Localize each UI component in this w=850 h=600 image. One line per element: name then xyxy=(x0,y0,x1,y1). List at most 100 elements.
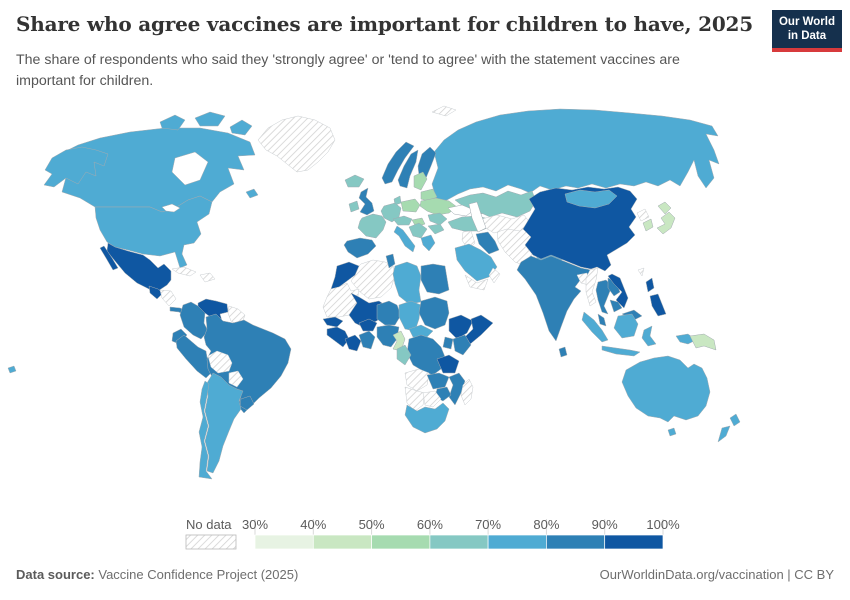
country-chile[interactable] xyxy=(198,380,213,480)
country-united-states-alaska[interactable] xyxy=(43,146,109,188)
country-mexico-baja[interactable] xyxy=(99,245,119,271)
country-central-europe[interactable] xyxy=(392,215,413,226)
country-somalia[interactable] xyxy=(464,314,494,346)
country-yemen[interactable] xyxy=(464,274,489,291)
country-australia[interactable] xyxy=(621,355,711,423)
country-philippines-luzon[interactable] xyxy=(645,277,655,293)
country-south-africa[interactable] xyxy=(404,402,450,434)
country-canada-arctic-island-3[interactable] xyxy=(229,119,253,136)
country-madagascar[interactable] xyxy=(460,378,474,406)
country-romania[interactable] xyxy=(427,212,448,226)
country-united-states-hawaii[interactable] xyxy=(7,365,17,374)
country-ukraine[interactable] xyxy=(419,197,458,216)
country-ghana[interactable] xyxy=(358,330,376,350)
country-taiwan[interactable] xyxy=(637,267,645,277)
country-china[interactable] xyxy=(522,186,638,272)
country-chad[interactable] xyxy=(398,300,422,332)
country-hispaniola[interactable] xyxy=(199,272,216,283)
country-libya[interactable] xyxy=(392,261,422,305)
country-ireland[interactable] xyxy=(348,200,360,213)
country-philippines-south[interactable] xyxy=(649,293,667,317)
country-japan-hokkaido[interactable] xyxy=(657,201,672,215)
country-indonesia-borneo[interactable] xyxy=(613,313,639,339)
owid-logo[interactable]: Our World in Data xyxy=(771,10,842,52)
country-svalbard[interactable] xyxy=(431,105,457,117)
country-sri-lanka[interactable] xyxy=(558,346,568,358)
country-new-zealand-north[interactable] xyxy=(729,413,741,427)
country-guinea[interactable] xyxy=(326,326,350,348)
legend-bin-60-70[interactable] xyxy=(429,534,489,550)
country-italy[interactable] xyxy=(393,225,416,253)
country-north-korea[interactable] xyxy=(636,208,650,222)
legend-no-data-swatch[interactable] xyxy=(185,534,237,550)
country-balkans[interactable] xyxy=(408,222,428,239)
country-bolivia[interactable] xyxy=(207,350,233,374)
country-guatemala[interactable] xyxy=(148,285,164,300)
country-namibia[interactable] xyxy=(404,386,426,412)
country-sudan[interactable] xyxy=(418,296,450,330)
country-mongolia[interactable] xyxy=(564,189,618,209)
country-iceland[interactable] xyxy=(344,174,365,188)
country-bulgaria[interactable] xyxy=(427,223,445,235)
country-botswana[interactable] xyxy=(422,390,442,408)
country-morocco[interactable] xyxy=(330,261,360,290)
country-argentina[interactable] xyxy=(204,372,244,474)
country-cambodia[interactable] xyxy=(609,299,623,313)
country-egypt[interactable] xyxy=(420,263,450,295)
country-mexico[interactable] xyxy=(106,242,172,292)
country-russia[interactable] xyxy=(431,108,720,202)
country-mozambique[interactable] xyxy=(448,372,466,406)
country-angola[interactable] xyxy=(404,368,430,392)
country-poland[interactable] xyxy=(400,198,421,213)
country-spain-portugal[interactable] xyxy=(343,237,377,259)
country-zambia[interactable] xyxy=(426,372,450,390)
country-nigeria[interactable] xyxy=(376,324,400,348)
country-france[interactable] xyxy=(357,213,387,239)
country-central-african-republic[interactable] xyxy=(408,324,434,340)
country-baltics[interactable] xyxy=(413,171,428,191)
country-senegal[interactable] xyxy=(322,316,344,328)
country-honduras-nicaragua[interactable] xyxy=(159,289,177,307)
country-new-zealand-south[interactable] xyxy=(717,425,731,443)
country-iraq[interactable] xyxy=(475,231,500,255)
country-tanzania[interactable] xyxy=(436,354,460,374)
legend-bin-90-100[interactable] xyxy=(604,534,664,550)
country-india[interactable] xyxy=(516,255,597,342)
country-canada-newfoundland[interactable] xyxy=(245,188,259,199)
country-niger[interactable] xyxy=(376,300,402,326)
country-canada-arctic-island-2[interactable] xyxy=(194,111,226,127)
country-vietnam[interactable] xyxy=(607,273,629,309)
country-japan-honshu[interactable] xyxy=(656,211,676,235)
country-paraguay[interactable] xyxy=(228,370,244,388)
country-myanmar[interactable] xyxy=(585,267,599,307)
country-cuba[interactable] xyxy=(171,266,197,277)
country-indonesia-java[interactable] xyxy=(601,345,641,357)
country-burkina-faso[interactable] xyxy=(358,318,378,332)
country-australia-tasmania[interactable] xyxy=(667,427,677,437)
country-ethiopia[interactable] xyxy=(448,314,474,340)
legend-bin-30-40[interactable] xyxy=(254,534,314,550)
country-kenya[interactable] xyxy=(452,334,472,356)
country-united-kingdom[interactable] xyxy=(358,187,375,216)
country-ivory-coast[interactable] xyxy=(344,334,362,352)
country-south-korea[interactable] xyxy=(642,218,654,232)
country-oman[interactable] xyxy=(488,267,501,284)
country-indonesia-sumatra[interactable] xyxy=(581,311,609,343)
country-norway[interactable] xyxy=(381,141,415,185)
country-malaysia-peninsula[interactable] xyxy=(597,313,607,327)
country-greenland[interactable] xyxy=(257,115,336,173)
country-greece[interactable] xyxy=(420,234,436,252)
country-indonesia-sulawesi[interactable] xyxy=(641,325,657,347)
country-dr-congo[interactable] xyxy=(406,334,446,376)
legend-bin-50-60[interactable] xyxy=(371,534,431,550)
country-papua-new-guinea[interactable] xyxy=(689,333,717,351)
attribution-link[interactable]: OurWorldinData.org/vaccination | CC BY xyxy=(599,567,834,582)
country-tunisia[interactable] xyxy=(385,253,396,269)
country-canada-arctic-island-1[interactable] xyxy=(159,114,186,131)
country-congo-gabon[interactable] xyxy=(396,344,412,366)
country-uganda[interactable] xyxy=(442,336,454,350)
legend-bin-80-90[interactable] xyxy=(546,534,606,550)
country-sweden[interactable] xyxy=(397,149,419,189)
legend-bin-40-50[interactable] xyxy=(312,534,372,550)
legend-bin-70-80[interactable] xyxy=(487,534,547,550)
